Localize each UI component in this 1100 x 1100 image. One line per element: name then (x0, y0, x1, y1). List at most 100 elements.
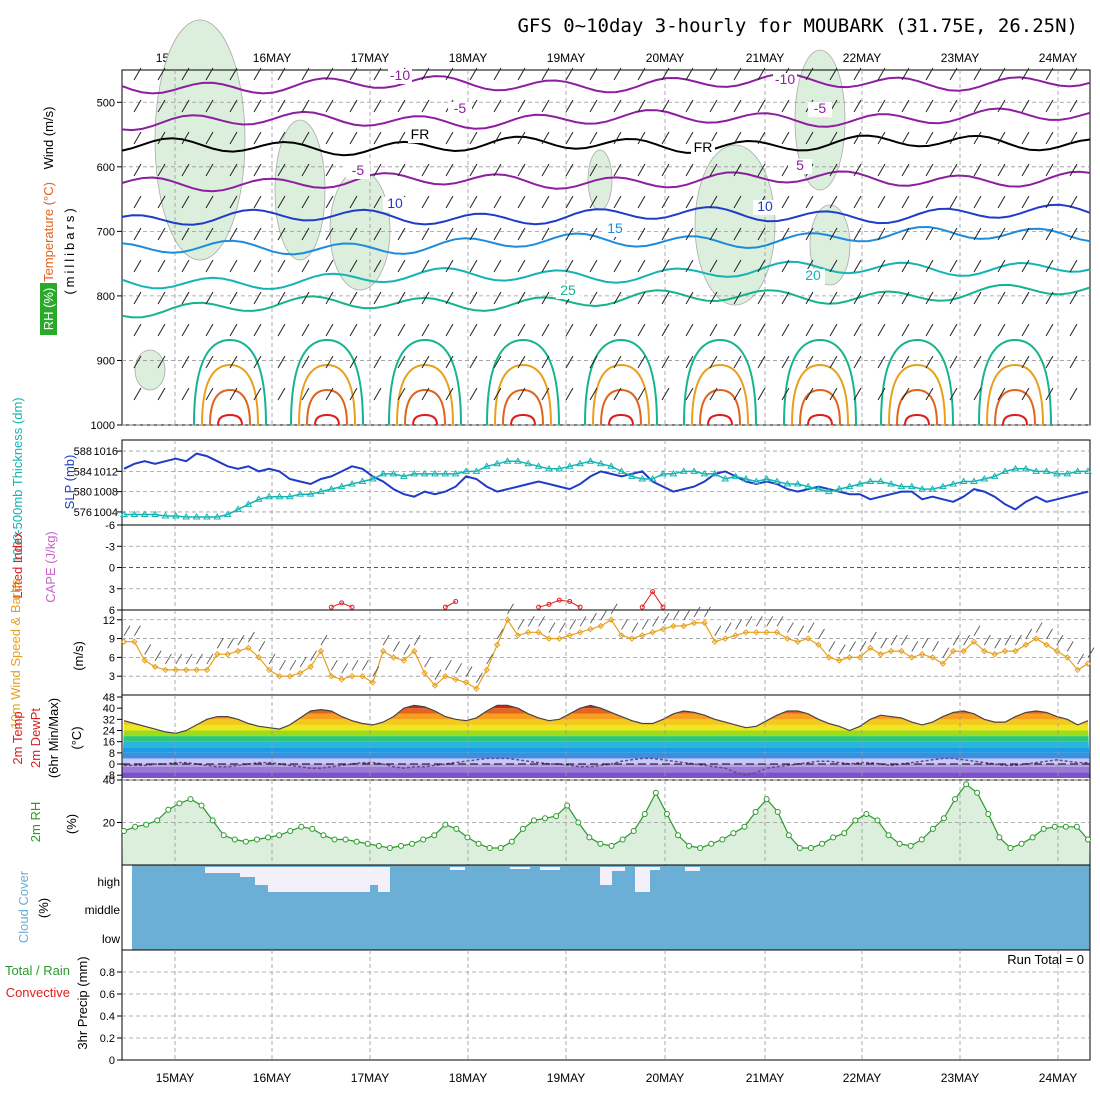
wind-barb (973, 291, 982, 305)
rh2m-point (542, 815, 549, 822)
wind-barb (829, 291, 838, 305)
wind-barb (445, 163, 454, 177)
wind10m-barb (807, 622, 815, 633)
wind10m-barb (1077, 653, 1085, 665)
wind-barb (829, 355, 838, 369)
wind-barb (877, 355, 886, 369)
wind-barb (157, 227, 166, 241)
wind10m-point (763, 629, 770, 636)
wind-barb (445, 291, 454, 305)
wind-barb (421, 227, 430, 241)
wind10m-barb (165, 653, 172, 665)
wind-barb (685, 163, 694, 177)
wind-barb (301, 131, 310, 145)
rh2m-point (486, 845, 493, 851)
cloud-unit-label: (%) (36, 898, 51, 918)
wind-barb (445, 195, 454, 209)
thickness-point (171, 512, 180, 519)
wind10m-barb (880, 638, 888, 649)
thickness-point (824, 487, 833, 495)
wind10m-point (815, 641, 822, 649)
wind-barb (901, 163, 910, 177)
date-label-top: 17MAY (351, 51, 389, 65)
low-level-contour (978, 338, 1052, 426)
wind10m-barb (330, 659, 338, 671)
wind10m-barb (527, 616, 535, 627)
wind-barb (181, 323, 190, 337)
wind-barb (877, 323, 886, 337)
slp-line (123, 452, 1089, 511)
rh2m-point (320, 832, 327, 839)
wind-barb (925, 195, 934, 209)
wind10m-barb (196, 653, 203, 665)
wind-barb (733, 355, 742, 369)
rh-unit-label: (%) (64, 814, 79, 834)
wind-barb (829, 323, 838, 337)
rh2m-point (841, 830, 848, 837)
rh2m-point (497, 845, 504, 851)
wind-barb (397, 227, 406, 241)
thickness-point (1042, 467, 1051, 474)
wind10m-point (297, 669, 304, 677)
wind-barb (565, 323, 574, 337)
wind-barb (1045, 387, 1054, 401)
wind-barb (277, 163, 286, 177)
wind10m-barb (1035, 622, 1043, 633)
wind10m-point (1074, 666, 1081, 674)
wind-barb (541, 67, 550, 81)
wind-barb (181, 291, 190, 305)
wind-barb (733, 131, 742, 145)
wind-barb (541, 163, 550, 177)
wind-barb (901, 259, 910, 273)
wind-barb (205, 195, 214, 209)
wind10m-point (566, 632, 573, 639)
wind-barb (589, 67, 598, 81)
wind10m-barb (693, 606, 701, 618)
high-cloud-block (450, 867, 465, 870)
lifted-cape-panel: -6 -3 0 3 6 (105, 520, 1091, 617)
wind10m-point (898, 647, 905, 655)
rh2m-point (132, 823, 139, 830)
thickness-point (648, 474, 657, 482)
wind-barb (949, 227, 958, 241)
wind10m-barb (268, 653, 276, 665)
wind-barb (637, 387, 646, 401)
wind-barb (997, 67, 1006, 81)
wind10m-barb (662, 612, 670, 624)
wind-barb (781, 99, 790, 113)
wind-barb (757, 387, 766, 401)
wind-barb (565, 355, 574, 369)
wind-barb (397, 323, 406, 337)
thickness-point (1021, 464, 1030, 472)
wind-barb (325, 195, 334, 209)
wind-barb (205, 355, 214, 369)
date-label-top: 21MAY (746, 51, 784, 65)
wind-barb (1045, 355, 1054, 369)
wind-barb (541, 259, 550, 273)
wind-barb (301, 195, 310, 209)
low-level-contour (486, 338, 560, 426)
wind-barb (853, 131, 862, 145)
wind10m-point (390, 654, 397, 661)
rh2m-point (165, 806, 172, 813)
wind-barb (517, 67, 526, 81)
temp-band (122, 708, 1090, 714)
low-level-contour (592, 363, 650, 426)
wind-barb (637, 131, 646, 145)
wind-barb (541, 99, 550, 113)
wind-barb (805, 67, 814, 81)
y-tick-label: 3 (109, 584, 115, 596)
date-label-bottom: 23MAY (941, 1071, 979, 1085)
y-tick-label: 0.2 (100, 1033, 115, 1045)
wind10m-barb (424, 656, 431, 668)
thickness-point (368, 474, 377, 482)
thickness-point (721, 474, 730, 482)
wind-barb (973, 227, 982, 241)
wind10m-barb (351, 659, 359, 671)
wind-barb (613, 131, 622, 145)
wind-barb (685, 291, 694, 305)
date-label-bottom: 20MAY (646, 1071, 684, 1085)
thickness-point (731, 472, 740, 479)
contour-label-bg (448, 102, 472, 117)
